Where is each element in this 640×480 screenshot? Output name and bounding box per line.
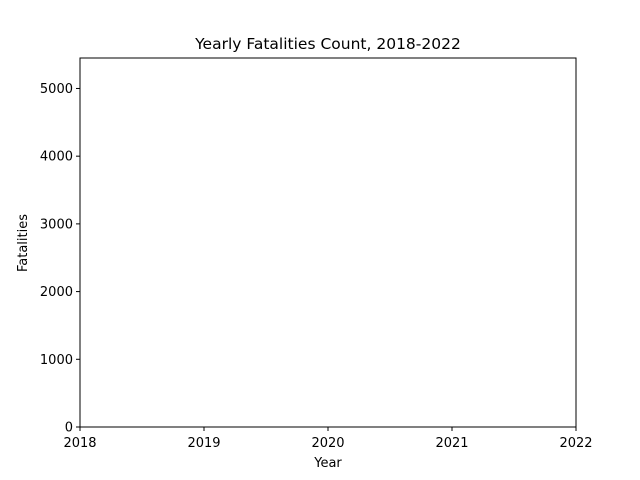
x-tick-label: 2019 [187,436,220,451]
y-axis: 0 1000 2000 3000 4000 5000 [40,82,80,436]
y-tick-label: 5000 [40,82,73,97]
y-tick-label: 0 [65,421,73,436]
y-tick-label: 2000 [40,285,73,300]
x-axis-title: Year [313,456,342,471]
x-tick-label: 2020 [311,436,344,451]
x-tick-label: 2021 [435,436,468,451]
y-axis-title: Fatalities [16,214,31,272]
chart-title: Yearly Fatalities Count, 2018-2022 [194,35,461,53]
x-tick-label: 2022 [559,436,592,451]
plot-frame [79,57,577,428]
x-axis: 2018 2019 2020 2021 2022 [63,427,593,451]
y-tick-label: 1000 [40,353,73,368]
y-tick-label: 4000 [40,150,73,165]
y-tick-label: 3000 [40,217,73,232]
x-tick-label: 2018 [63,436,96,451]
